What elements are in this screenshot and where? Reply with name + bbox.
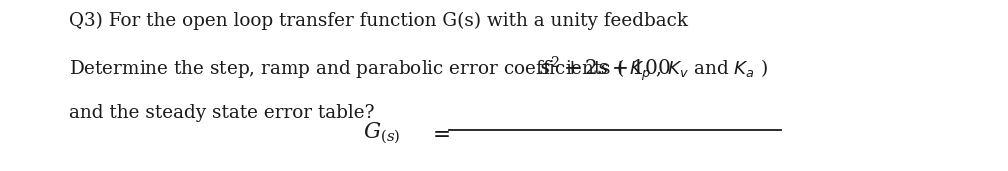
Text: $=$: $=$ <box>428 123 451 143</box>
Text: Determine the step, ramp and parabolic error coefficients ( $K_p$ , $K_v$ and $K: Determine the step, ramp and parabolic e… <box>69 58 767 83</box>
Text: and the steady state error table?: and the steady state error table? <box>69 104 374 122</box>
Text: $G_{(s)}$: $G_{(s)}$ <box>363 121 400 146</box>
Text: Q3) For the open loop transfer function G(s) with a unity feedback: Q3) For the open loop transfer function … <box>69 12 687 30</box>
Text: $s^2 + 2s + 100$: $s^2 + 2s + 100$ <box>539 57 670 80</box>
